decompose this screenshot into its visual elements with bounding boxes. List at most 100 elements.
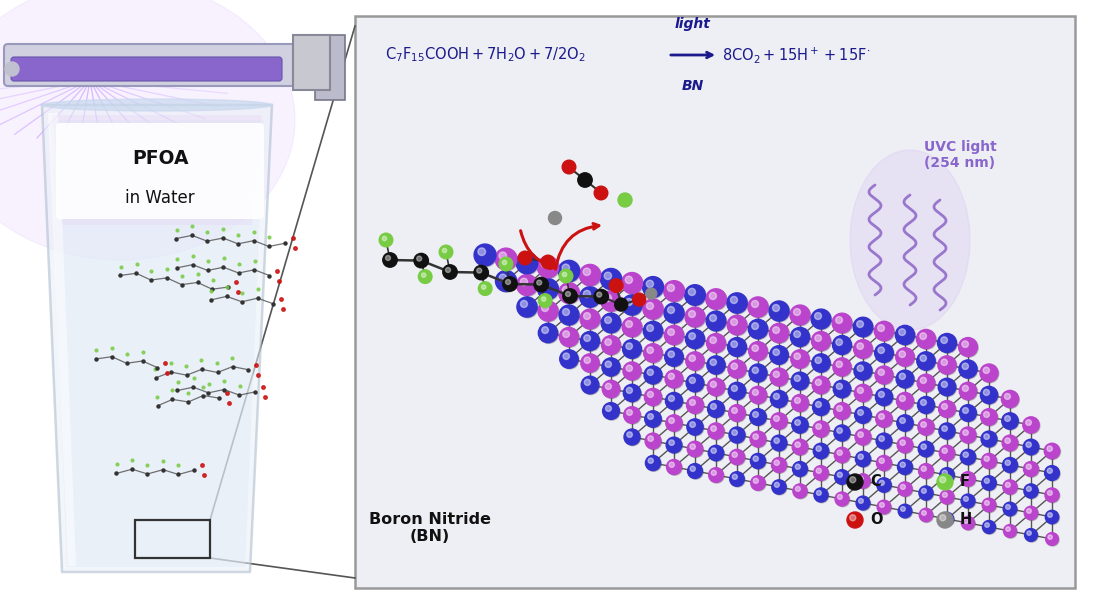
Circle shape xyxy=(603,336,621,355)
Circle shape xyxy=(837,428,842,433)
Circle shape xyxy=(538,257,559,279)
Circle shape xyxy=(583,312,591,320)
Circle shape xyxy=(627,387,632,393)
Circle shape xyxy=(878,369,884,375)
Circle shape xyxy=(773,438,779,443)
Circle shape xyxy=(562,264,570,271)
Circle shape xyxy=(878,501,892,515)
Circle shape xyxy=(583,268,591,276)
Circle shape xyxy=(688,464,703,479)
Circle shape xyxy=(648,436,653,442)
Circle shape xyxy=(958,337,977,356)
Circle shape xyxy=(940,468,954,483)
Circle shape xyxy=(963,407,968,414)
Circle shape xyxy=(773,349,779,356)
Circle shape xyxy=(559,328,579,346)
Circle shape xyxy=(854,407,871,423)
Circle shape xyxy=(708,423,724,439)
Circle shape xyxy=(583,290,591,298)
Circle shape xyxy=(813,377,830,395)
Circle shape xyxy=(618,193,632,207)
Circle shape xyxy=(1046,511,1059,525)
Circle shape xyxy=(853,340,872,359)
Circle shape xyxy=(897,393,915,411)
Circle shape xyxy=(859,498,863,503)
Circle shape xyxy=(707,290,728,310)
Circle shape xyxy=(752,476,766,491)
Circle shape xyxy=(748,298,769,318)
Circle shape xyxy=(1003,525,1016,537)
Circle shape xyxy=(815,335,822,342)
Circle shape xyxy=(622,362,641,380)
Circle shape xyxy=(814,465,828,481)
Circle shape xyxy=(542,255,555,269)
Circle shape xyxy=(791,328,811,348)
Circle shape xyxy=(686,329,705,348)
Circle shape xyxy=(624,385,641,403)
Circle shape xyxy=(732,452,737,458)
Circle shape xyxy=(795,464,801,469)
Circle shape xyxy=(897,459,912,475)
Circle shape xyxy=(899,373,906,379)
Circle shape xyxy=(898,504,911,518)
Circle shape xyxy=(875,343,894,362)
Circle shape xyxy=(665,348,684,367)
Circle shape xyxy=(666,415,683,432)
Circle shape xyxy=(836,470,850,485)
Circle shape xyxy=(687,375,705,393)
Circle shape xyxy=(1002,435,1017,451)
Circle shape xyxy=(815,489,829,503)
Circle shape xyxy=(920,400,927,406)
Circle shape xyxy=(962,363,968,370)
Circle shape xyxy=(877,479,892,493)
Circle shape xyxy=(627,409,632,415)
Circle shape xyxy=(1024,462,1038,476)
Circle shape xyxy=(875,389,893,406)
Circle shape xyxy=(877,500,891,514)
Circle shape xyxy=(707,334,725,353)
Text: PFOA: PFOA xyxy=(131,148,188,168)
Circle shape xyxy=(538,301,558,321)
Circle shape xyxy=(562,160,575,174)
Circle shape xyxy=(834,381,851,398)
Circle shape xyxy=(667,306,675,314)
Circle shape xyxy=(1045,443,1060,459)
Circle shape xyxy=(856,474,870,488)
Circle shape xyxy=(499,274,507,282)
Circle shape xyxy=(920,487,934,501)
Circle shape xyxy=(730,450,745,465)
Circle shape xyxy=(667,284,675,292)
Circle shape xyxy=(666,437,682,453)
Circle shape xyxy=(643,321,663,341)
Circle shape xyxy=(895,325,915,345)
Circle shape xyxy=(626,365,632,371)
Circle shape xyxy=(920,355,927,362)
Circle shape xyxy=(942,404,947,409)
Circle shape xyxy=(689,422,696,428)
Circle shape xyxy=(772,327,780,334)
Circle shape xyxy=(961,494,975,508)
Circle shape xyxy=(1024,440,1039,456)
Circle shape xyxy=(1005,483,1011,487)
Circle shape xyxy=(645,434,662,450)
Circle shape xyxy=(668,418,674,423)
Circle shape xyxy=(771,369,789,387)
Circle shape xyxy=(443,265,457,279)
Circle shape xyxy=(749,364,767,382)
Circle shape xyxy=(750,409,767,426)
Circle shape xyxy=(481,285,486,289)
Circle shape xyxy=(578,173,592,187)
Circle shape xyxy=(918,419,934,435)
Circle shape xyxy=(834,359,852,377)
Circle shape xyxy=(559,305,579,325)
Ellipse shape xyxy=(0,0,295,260)
Circle shape xyxy=(534,278,548,292)
Circle shape xyxy=(917,330,936,350)
Circle shape xyxy=(668,395,674,401)
Circle shape xyxy=(816,490,822,495)
Text: H: H xyxy=(961,512,973,528)
Circle shape xyxy=(919,508,933,522)
Circle shape xyxy=(1026,486,1032,492)
Circle shape xyxy=(477,268,481,273)
Circle shape xyxy=(625,407,641,424)
